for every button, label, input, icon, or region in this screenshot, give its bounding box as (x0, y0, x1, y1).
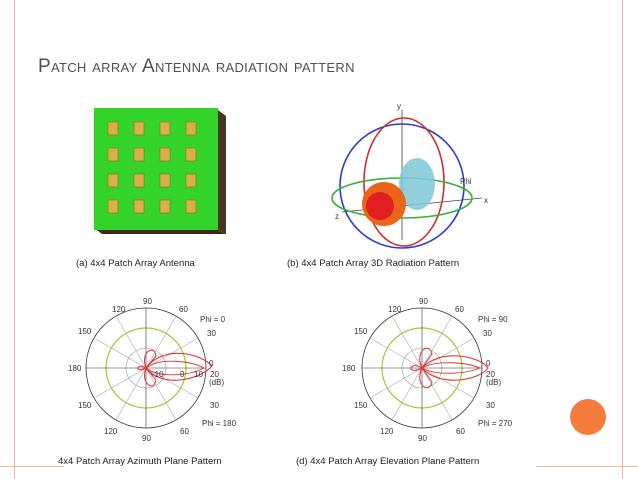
el-angle-b60: 60 (456, 427, 465, 436)
patch-element (107, 173, 119, 188)
az-angle-b90: 90 (142, 434, 151, 443)
caption-c: 4x4 Patch Array Azimuth Plane Pattern (58, 456, 222, 467)
az-angle-180: 180 (68, 364, 82, 373)
elevation-polar-plot: 90 120 60 150 30 180 0 150 30 120 60 90 … (342, 297, 513, 443)
az-angle-60: 60 (179, 305, 188, 314)
patch-element (107, 199, 119, 214)
frame-line-right (622, 0, 623, 479)
patch-array-antenna-image (94, 108, 226, 234)
decorative-accent-circle (570, 399, 606, 435)
az-angle-0: 0 (209, 359, 214, 368)
frame-line-left (14, 0, 15, 479)
az-angle-b120: 120 (104, 427, 118, 436)
az-angle-120: 120 (112, 305, 126, 314)
az-phi-bottom: Phi = 180 (202, 419, 237, 428)
caption-d: (d) 4x4 Patch Array Elevation Plane Patt… (296, 456, 480, 467)
patch-element (185, 173, 197, 188)
patch-element (159, 173, 171, 188)
az-radial-neg10: -10 (152, 370, 164, 379)
caption-a: (a) 4x4 Patch Array Antenna (76, 258, 195, 269)
axis-x-label: x (484, 196, 488, 205)
radiation-3d-image: y x z Phi (331, 102, 488, 249)
patch-element (133, 147, 145, 162)
el-phi-top: Phi = 90 (478, 315, 508, 324)
el-angle-90: 90 (419, 297, 428, 306)
el-angle-b120: 120 (380, 427, 394, 436)
el-angle-0: 0 (486, 359, 491, 368)
az-radial-20: 20 (210, 370, 219, 379)
az-angle-150: 150 (78, 327, 92, 336)
patch-element (185, 199, 197, 214)
slide-title: Patch array Antenna radiation pattern (38, 56, 355, 77)
patch-element (107, 147, 119, 162)
patch-element (107, 121, 119, 136)
el-angle-b30: 30 (486, 401, 495, 410)
az-angle-b150: 150 (78, 401, 92, 410)
patch-element (133, 173, 145, 188)
phi-label: Phi (460, 177, 472, 186)
az-radial-0: 0 (180, 370, 185, 379)
el-angle-150: 150 (354, 327, 368, 336)
axis-z-label: z (335, 212, 339, 221)
el-angle-b150: 150 (354, 401, 368, 410)
az-radial-unit: (dB) (209, 378, 224, 387)
caption-b: (b) 4x4 Patch Array 3D Radiation Pattern (287, 258, 460, 269)
patch-element (133, 199, 145, 214)
el-radial-20: 20 (486, 370, 495, 379)
az-angle-b60: 60 (180, 427, 189, 436)
figure-panel: (a) 4x4 Patch Array Antenna y x z Phi (b… (58, 100, 536, 472)
patch-elements (107, 121, 197, 214)
el-angle-180: 180 (342, 364, 356, 373)
az-angle-b30: 30 (210, 401, 219, 410)
az-radial-10: 10 (194, 370, 203, 379)
patch-element (159, 199, 171, 214)
az-angle-90: 90 (143, 297, 152, 306)
el-radial-unit: (dB) (486, 378, 501, 387)
el-angle-b90: 90 (418, 434, 427, 443)
patch-element (185, 121, 197, 136)
patch-element (159, 147, 171, 162)
el-angle-120: 120 (388, 305, 402, 314)
el-phi-bottom: Phi = 270 (478, 419, 513, 428)
patch-element (185, 147, 197, 162)
el-angle-60: 60 (455, 305, 464, 314)
az-phi-top: Phi = 0 (200, 315, 226, 324)
el-angle-30: 30 (483, 329, 492, 338)
patch-element (133, 121, 145, 136)
azimuth-polar-plot: 90 120 60 150 30 180 0 150 30 120 60 90 … (68, 297, 237, 443)
az-angle-30: 30 (207, 329, 216, 338)
patch-element (159, 121, 171, 136)
axis-y-label: y (397, 102, 401, 111)
